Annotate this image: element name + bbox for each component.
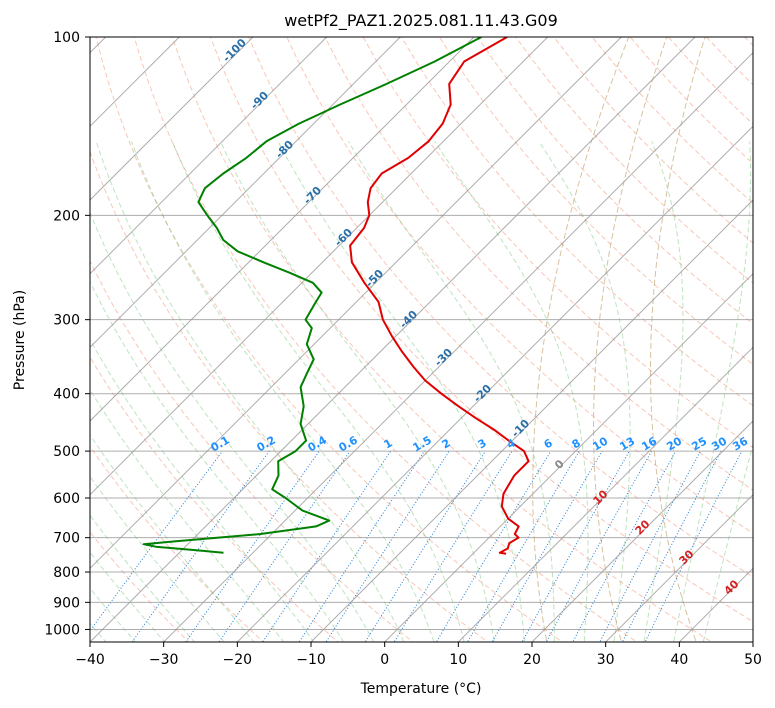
isotherm	[163, 51, 753, 642]
moist-adiabat	[538, 141, 631, 642]
moist-adiabat	[277, 141, 525, 642]
x-tick-label: −10	[296, 652, 326, 668]
isotherm	[90, 37, 401, 349]
mixing-ratio-line	[435, 450, 552, 642]
x-tick-label: −40	[75, 652, 105, 668]
moist-adiabat	[673, 141, 752, 642]
dry-adiabat	[133, 37, 638, 642]
isotherm	[90, 37, 696, 642]
isotherm	[90, 37, 475, 422]
y-tick-label: 200	[53, 208, 80, 224]
isotherm	[90, 37, 328, 275]
moist-adiabat	[702, 442, 753, 642]
mixing-ratio-line	[185, 450, 320, 642]
moist-adiabat	[90, 587, 137, 642]
chart-title: wetPf2_PAZ1.2025.081.11.43.G09	[284, 11, 558, 31]
dry-adiabat	[286, 37, 753, 534]
dry-adiabat	[362, 37, 753, 449]
dry-adiabat	[95, 37, 564, 642]
moist-adiabat	[347, 141, 555, 642]
x-axis-title: Temperature (°C)	[360, 681, 482, 697]
y-tick-label: 600	[53, 491, 80, 507]
dry-adiabat	[90, 259, 414, 642]
y-tick-label: 900	[53, 595, 80, 611]
isotherm	[384, 272, 753, 642]
moist-adiabat	[95, 141, 405, 642]
isotherm	[90, 37, 549, 496]
moist-adiabat	[434, 141, 589, 642]
moist-adiabat	[90, 280, 345, 642]
isotherm	[90, 37, 622, 570]
x-tick-label: 0	[380, 652, 389, 668]
mixing-ratio-line	[621, 450, 722, 642]
mixing-ratio-line	[599, 450, 701, 642]
moist-adiabat	[90, 433, 255, 642]
isotherm	[90, 37, 254, 201]
background-lines	[90, 37, 753, 642]
x-tick-label: 40	[670, 652, 688, 668]
moist-adiabat	[90, 338, 315, 642]
dry-adiabat	[90, 445, 265, 642]
y-tick-label: 800	[53, 565, 80, 581]
isotherm	[236, 125, 753, 642]
reference-curve	[650, 37, 706, 642]
isotherm	[605, 493, 753, 642]
moist-adiabat	[90, 514, 196, 642]
moist-adiabat	[643, 141, 684, 642]
y-tick-label: 300	[53, 313, 80, 329]
profile-lines	[142, 37, 530, 555]
moist-adiabat	[90, 551, 166, 642]
x-tick-label: −30	[149, 652, 179, 668]
profile-line-1	[142, 37, 482, 554]
x-tick-label: 30	[597, 652, 615, 668]
x-tick-label: −20	[223, 652, 253, 668]
mixing-ratio-line	[491, 450, 603, 642]
dry-adiabat	[209, 37, 753, 623]
profile-line-0	[349, 37, 530, 555]
y-axis-title: Pressure (hPa)	[12, 290, 28, 390]
plot-frame	[89, 36, 754, 643]
mixing-ratio-line	[466, 450, 580, 642]
y-tick-label: 700	[53, 531, 80, 547]
y-tick-label: 100	[53, 30, 80, 46]
x-tick-label: 10	[449, 652, 467, 668]
mixing-ratio-line	[545, 450, 653, 642]
dry-adiabat	[90, 356, 339, 642]
mixing-ratio-line	[262, 450, 392, 642]
dry-adiabat	[248, 37, 753, 578]
moist-adiabat	[90, 388, 285, 642]
axes: −40 −30 −20 −10 0 10 20 30 40 50 100 200 300 400 500 60…	[44, 30, 762, 668]
reference-curve	[532, 37, 630, 642]
mixing-ratio-line	[572, 450, 677, 642]
dry-adiabat	[90, 150, 489, 642]
reference-curve	[593, 37, 668, 642]
y-tick-label: 400	[53, 387, 80, 403]
dry-adiabat	[400, 37, 753, 407]
dry-adiabat	[90, 531, 190, 642]
x-tick-label: 50	[744, 652, 762, 668]
dry-adiabat	[171, 37, 713, 642]
isotherm	[310, 199, 753, 642]
mixing-ratio-line	[90, 450, 223, 632]
moist-adiabat	[90, 210, 375, 642]
y-tick-label: 500	[53, 444, 80, 460]
moist-adiabat	[130, 141, 435, 642]
y-tick-label: 1000	[44, 622, 80, 638]
isotherm	[457, 346, 753, 642]
dry-adiabat	[515, 37, 753, 284]
isotherm	[531, 420, 753, 642]
x-tick-label: 20	[523, 652, 541, 668]
grid-lines	[90, 37, 753, 642]
moist-adiabat	[219, 141, 495, 642]
